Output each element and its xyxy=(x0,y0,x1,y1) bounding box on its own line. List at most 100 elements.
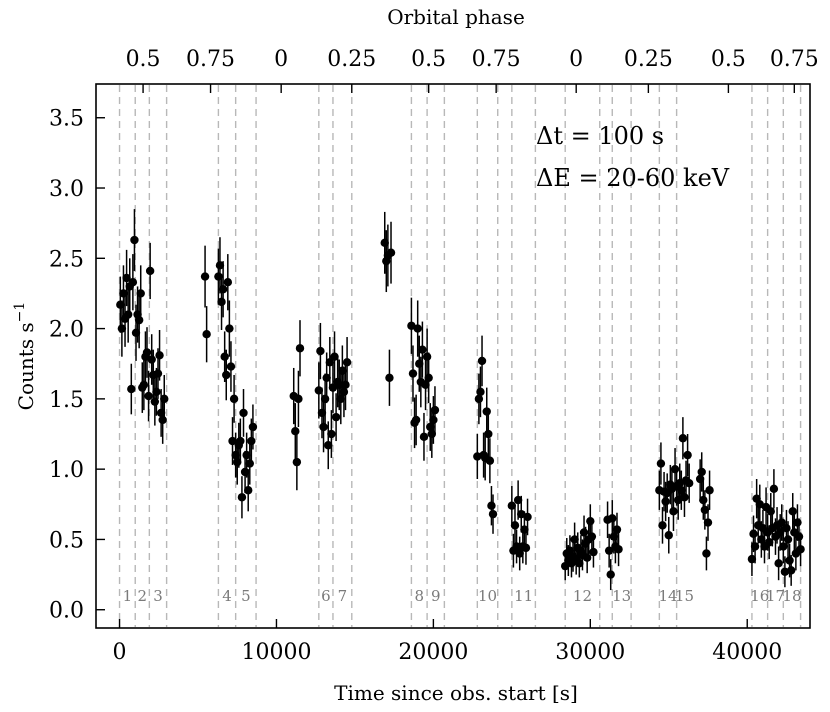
data-point-24 xyxy=(152,387,161,397)
top-tick-label-3: 0 xyxy=(274,47,288,72)
data-point-111 xyxy=(507,501,517,510)
data-point-151 xyxy=(658,521,667,530)
data-point-187 xyxy=(765,538,774,547)
data-point-121 xyxy=(523,512,532,522)
y-tick-label-3: 1.0 xyxy=(49,458,84,483)
top-tick-label-8: 0.25 xyxy=(624,47,673,72)
data-point-205 xyxy=(793,518,802,527)
data-point-13 xyxy=(134,315,144,325)
data-point-70 xyxy=(330,352,339,361)
data-point-100 xyxy=(473,452,482,461)
data-point-136 xyxy=(582,553,592,562)
data-point-108 xyxy=(485,456,495,465)
data-point-134 xyxy=(579,528,589,537)
data-point-107 xyxy=(484,429,493,439)
data-point-144 xyxy=(608,514,617,523)
data-point-69 xyxy=(328,383,338,392)
y-axis-title-superscript: −1 xyxy=(12,302,28,323)
data-point-84 xyxy=(407,321,416,330)
data-point-29 xyxy=(160,394,169,404)
data-point-198 xyxy=(782,523,791,533)
data-point-164 xyxy=(678,434,688,443)
data-point-175 xyxy=(705,486,714,495)
data-point-36 xyxy=(220,352,229,361)
data-point-177 xyxy=(749,529,758,539)
data-point-31 xyxy=(202,330,211,339)
data-point-28 xyxy=(158,415,167,425)
segment-label-6: 6 xyxy=(321,587,331,605)
data-point-109 xyxy=(487,501,496,510)
x-tick-label-2: 10000 xyxy=(241,640,311,665)
segment-label-9: 9 xyxy=(431,587,441,605)
y-tick-label-7: 3.0 xyxy=(49,177,84,202)
data-point-18 xyxy=(142,348,152,357)
segment-label-7: 7 xyxy=(338,587,348,605)
top-tick-label-9: 0.5 xyxy=(711,47,746,72)
data-point-115 xyxy=(513,495,523,505)
data-point-54 xyxy=(248,422,258,432)
data-point-19 xyxy=(144,391,153,401)
data-point-63 xyxy=(319,422,328,432)
x-axis-ticks: 0 10000 20000 30000 40000 xyxy=(113,619,782,665)
data-point-59 xyxy=(295,344,305,353)
data-point-61 xyxy=(316,346,325,356)
data-point-74 xyxy=(336,394,345,404)
data-point-94 xyxy=(422,352,432,361)
data-point-82 xyxy=(385,373,394,382)
data-point-128 xyxy=(570,535,579,544)
x-tick-label-1: 0 xyxy=(113,640,127,665)
data-point-167 xyxy=(683,450,692,460)
segment-label-2: 2 xyxy=(138,587,148,605)
top-axis-ticks: 0.5 0.75 0 0.25 0.5 0.75 0 0.25 0.5 0.75 xyxy=(126,47,819,93)
segment-label-12: 12 xyxy=(573,587,592,605)
data-point-58 xyxy=(294,394,303,404)
data-point-52 xyxy=(245,459,254,468)
data-point-139 xyxy=(587,532,597,541)
data-point-170 xyxy=(697,467,706,477)
data-point-42 xyxy=(229,394,239,404)
y-tick-label-8: 3.5 xyxy=(49,107,84,132)
segment-label-13: 13 xyxy=(612,587,631,605)
top-tick-label-5: 0.5 xyxy=(411,47,446,72)
data-point-41 xyxy=(228,436,237,446)
data-point-120 xyxy=(521,543,531,553)
data-point-190 xyxy=(769,484,779,494)
data-point-148 xyxy=(614,545,623,554)
data-point-16 xyxy=(139,380,149,390)
data-point-34 xyxy=(217,297,226,307)
data-point-88 xyxy=(413,324,422,333)
data-point-87 xyxy=(411,415,421,425)
segment-label-3: 3 xyxy=(153,587,163,605)
y-tick-label-2: 0.5 xyxy=(49,528,84,553)
y-axis-ticks: 0.0 0.5 1.0 1.5 2.0 2.5 3.0 3.5 xyxy=(49,107,105,624)
x-axis-title: Time since obs. start [s] xyxy=(334,681,578,705)
data-point-46 xyxy=(236,436,245,446)
data-point-47 xyxy=(237,493,247,502)
data-point-25 xyxy=(153,369,163,378)
data-point-6 xyxy=(123,310,133,319)
data-point-176 xyxy=(747,554,757,564)
data-point-101 xyxy=(474,394,484,404)
data-point-142 xyxy=(604,546,614,555)
data-point-76 xyxy=(339,387,349,397)
data-point-172 xyxy=(700,505,710,515)
data-point-158 xyxy=(669,507,678,516)
data-point-206 xyxy=(794,532,804,541)
segment-label-5: 5 xyxy=(241,587,251,605)
data-point-207 xyxy=(796,545,805,554)
segment-label-18: 18 xyxy=(782,587,801,605)
data-point-195 xyxy=(777,518,786,527)
top-tick-label-6: 0.75 xyxy=(472,47,521,72)
segment-lines xyxy=(118,85,802,627)
data-point-116 xyxy=(515,549,524,558)
data-point-197 xyxy=(780,567,790,576)
data-point-14 xyxy=(136,289,145,298)
data-point-98 xyxy=(429,415,438,425)
data-point-40 xyxy=(226,362,236,371)
data-point-38 xyxy=(223,278,233,287)
segment-label-4: 4 xyxy=(222,587,232,605)
data-point-92 xyxy=(419,432,429,442)
data-point-91 xyxy=(418,345,427,354)
data-point-153 xyxy=(661,497,670,506)
